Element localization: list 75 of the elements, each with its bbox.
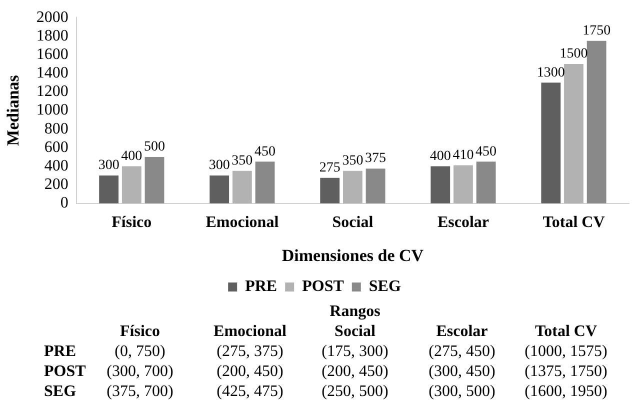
text: (250, 500) bbox=[322, 383, 388, 401]
x-tick-label: Escolar bbox=[437, 214, 489, 232]
y-tick-label: 1600 bbox=[36, 46, 68, 63]
bar bbox=[210, 176, 230, 204]
data-label: 400 bbox=[121, 148, 142, 164]
text: (200, 450) bbox=[216, 363, 284, 381]
text: (1600, 1950) bbox=[524, 383, 608, 401]
text: Rangos bbox=[330, 303, 380, 321]
data-label: 1300 bbox=[536, 65, 565, 80]
y-tick-label: 600 bbox=[44, 138, 68, 156]
data-label: 350 bbox=[342, 154, 364, 169]
legend-label: SEG bbox=[368, 278, 402, 296]
text: (0, 750) bbox=[114, 343, 166, 361]
text: (200, 450) bbox=[322, 363, 388, 381]
y-tick-label: 1200 bbox=[36, 83, 68, 100]
bar bbox=[122, 166, 142, 204]
data-label: 450 bbox=[476, 144, 497, 160]
data-label: 1500 bbox=[560, 46, 588, 62]
text: (275, 375) bbox=[216, 343, 284, 361]
data-label: 300 bbox=[98, 158, 120, 174]
bar bbox=[476, 162, 496, 204]
text: (175, 300) bbox=[322, 343, 388, 361]
text: Social bbox=[334, 323, 376, 341]
text: (425, 475) bbox=[216, 383, 284, 401]
text: (300, 450) bbox=[428, 363, 496, 381]
legend-label: POST bbox=[302, 278, 344, 296]
text: (275, 450) bbox=[428, 343, 496, 361]
text: Total CV bbox=[534, 323, 598, 341]
bar bbox=[255, 162, 275, 204]
text: POST bbox=[44, 363, 86, 381]
text: (300, 500) bbox=[428, 383, 496, 401]
legend-label: PRE bbox=[245, 278, 278, 296]
text: (1375, 1750) bbox=[524, 363, 608, 381]
bar bbox=[144, 156, 164, 204]
text: Emocional bbox=[214, 323, 286, 341]
x-tick-label: Social bbox=[332, 214, 374, 232]
y-axis-title: Medianas bbox=[4, 74, 23, 146]
data-label: 400 bbox=[430, 148, 451, 164]
y-tick-label: 400 bbox=[44, 157, 68, 174]
data-label: 300 bbox=[208, 158, 230, 174]
y-tick-label: 1400 bbox=[36, 64, 68, 82]
y-tick-label: 2000 bbox=[36, 8, 68, 26]
data-label: 1750 bbox=[582, 23, 611, 38]
text: PRE bbox=[44, 343, 76, 361]
bar bbox=[232, 170, 252, 204]
bar bbox=[586, 40, 606, 204]
x-tick-label: Total CV bbox=[542, 214, 606, 232]
text: (300, 700) bbox=[106, 363, 174, 381]
x-tick-label: Físico bbox=[112, 214, 152, 232]
text: Escolar bbox=[436, 323, 488, 341]
data-label: 375 bbox=[365, 151, 386, 166]
y-tick-label: 200 bbox=[44, 176, 68, 194]
bar bbox=[342, 170, 362, 204]
bar bbox=[454, 165, 473, 204]
data-label: 500 bbox=[144, 140, 165, 155]
bar bbox=[99, 176, 119, 204]
y-tick-label: 800 bbox=[44, 120, 68, 138]
text: SEG bbox=[44, 383, 76, 401]
bar bbox=[541, 82, 561, 204]
y-tick-label: 0 bbox=[60, 194, 68, 212]
y-tick-label: 1000 bbox=[36, 102, 68, 119]
data-label: 350 bbox=[232, 154, 253, 169]
bar bbox=[564, 64, 584, 204]
bar bbox=[430, 166, 450, 204]
text: (375, 700) bbox=[106, 383, 174, 401]
x-axis-title: Dimensiones de CV bbox=[282, 246, 424, 266]
y-tick-label: 1800 bbox=[36, 27, 68, 44]
bar bbox=[320, 178, 340, 204]
text: (1000, 1575) bbox=[524, 343, 608, 361]
text: Físico bbox=[120, 323, 160, 341]
x-tick-label: Emocional bbox=[206, 214, 280, 232]
bar bbox=[366, 168, 386, 204]
data-label: 450 bbox=[254, 144, 276, 160]
data-label: 275 bbox=[319, 160, 340, 176]
data-label: 410 bbox=[452, 148, 474, 163]
